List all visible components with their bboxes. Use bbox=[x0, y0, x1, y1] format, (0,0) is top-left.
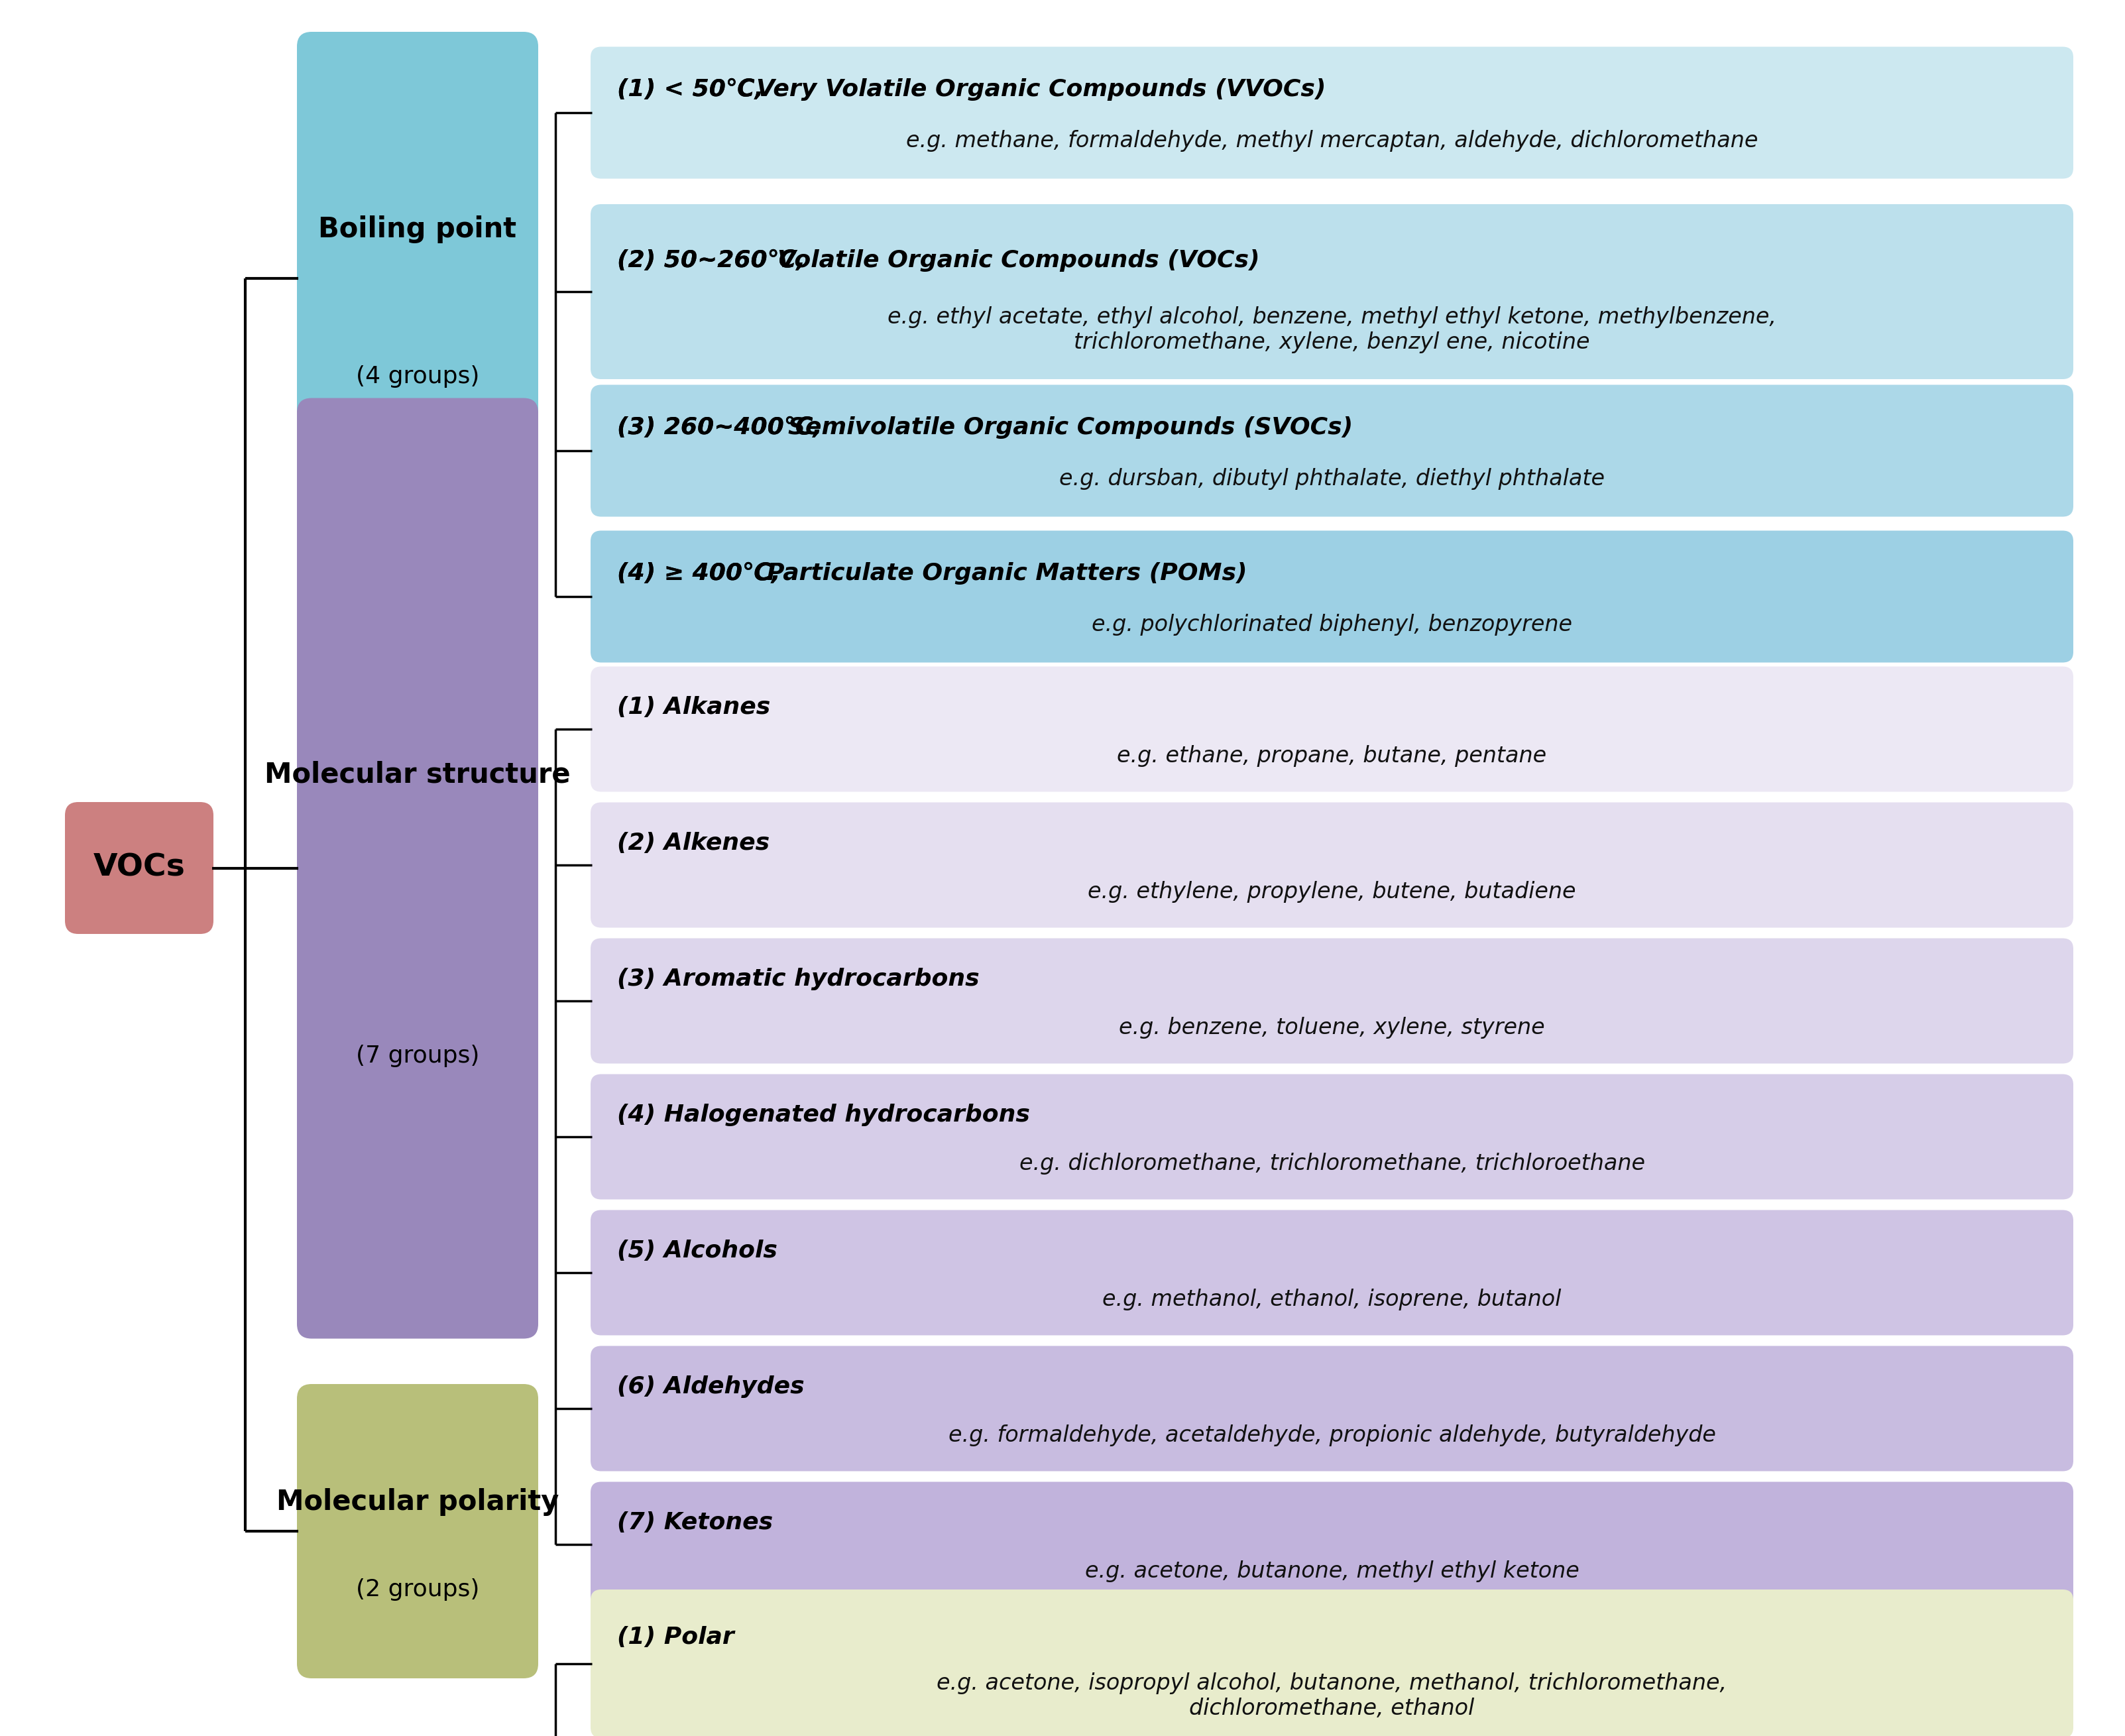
Text: e.g. acetone, butanone, methyl ethyl ketone: e.g. acetone, butanone, methyl ethyl ket… bbox=[1084, 1561, 1579, 1581]
FancyBboxPatch shape bbox=[591, 1345, 2074, 1470]
FancyBboxPatch shape bbox=[298, 1384, 538, 1679]
Text: Boiling point: Boiling point bbox=[319, 215, 516, 243]
FancyBboxPatch shape bbox=[591, 1075, 2074, 1200]
Text: (3) 260~400℃,   Semivolatile Organic Compounds (SVOCs): (3) 260~400℃, Semivolatile Organic Compo… bbox=[616, 417, 1411, 439]
Text: e.g. ethyl acetate, ethyl alcohol, benzene, methyl ethyl ketone, methylbenzene,
: e.g. ethyl acetate, ethyl alcohol, benze… bbox=[888, 306, 1776, 352]
Text: (7) Ketones: (7) Ketones bbox=[616, 1510, 774, 1533]
Text: Very Volatile Organic Compounds (VVOCs): Very Volatile Organic Compounds (VVOCs) bbox=[756, 78, 1326, 101]
Text: (3) Aromatic hydrocarbons: (3) Aromatic hydrocarbons bbox=[616, 967, 980, 990]
FancyBboxPatch shape bbox=[591, 802, 2074, 927]
FancyBboxPatch shape bbox=[591, 205, 2074, 378]
FancyBboxPatch shape bbox=[591, 937, 2074, 1064]
Text: (4) ≥ 400℃,: (4) ≥ 400℃, bbox=[616, 562, 805, 585]
Text: (6) Aldehydes: (6) Aldehydes bbox=[616, 1375, 805, 1397]
Text: (1) < 50℃,: (1) < 50℃, bbox=[616, 78, 788, 101]
Text: Volatile Organic Compounds (VOCs): Volatile Organic Compounds (VOCs) bbox=[778, 250, 1260, 273]
FancyBboxPatch shape bbox=[591, 531, 2074, 663]
Text: e.g. formaldehyde, acetaldehyde, propionic aldehyde, butyraldehyde: e.g. formaldehyde, acetaldehyde, propion… bbox=[948, 1425, 1715, 1446]
FancyBboxPatch shape bbox=[298, 31, 538, 524]
Text: (1) Polar: (1) Polar bbox=[616, 1627, 735, 1649]
Text: (1) < 50℃,: (1) < 50℃, bbox=[616, 78, 788, 101]
Text: (4) Halogenated hydrocarbons: (4) Halogenated hydrocarbons bbox=[616, 1104, 1031, 1127]
Text: (2) 50~260℃,: (2) 50~260℃, bbox=[616, 250, 831, 273]
Text: VOCs: VOCs bbox=[94, 852, 185, 884]
Text: (4) ≥ 400℃,: (4) ≥ 400℃, bbox=[616, 562, 805, 585]
FancyBboxPatch shape bbox=[591, 1210, 2074, 1335]
Text: (2) 50~260℃,   Volatile Organic Compounds (VOCs): (2) 50~260℃, Volatile Organic Compounds … bbox=[616, 250, 1313, 273]
Text: (2) 50~260℃,: (2) 50~260℃, bbox=[616, 250, 831, 273]
Text: e.g. dursban, dibutyl phthalate, diethyl phthalate: e.g. dursban, dibutyl phthalate, diethyl… bbox=[1058, 469, 1604, 490]
Text: (1) < 50℃,   Very Volatile Organic Compounds (VVOCs): (1) < 50℃, Very Volatile Organic Compoun… bbox=[616, 78, 1358, 101]
Text: (7 groups): (7 groups) bbox=[355, 1045, 480, 1068]
Text: (1) Alkanes: (1) Alkanes bbox=[616, 696, 771, 719]
FancyBboxPatch shape bbox=[591, 1483, 2074, 1608]
Text: Molecular structure: Molecular structure bbox=[266, 760, 572, 788]
Text: (2) Alkenes: (2) Alkenes bbox=[616, 832, 769, 854]
Text: (5) Alcohols: (5) Alcohols bbox=[616, 1240, 778, 1262]
Text: (4 groups): (4 groups) bbox=[355, 365, 480, 387]
Text: e.g. ethane, propane, butane, pentane: e.g. ethane, propane, butane, pentane bbox=[1118, 745, 1547, 767]
Text: Semivolatile Organic Compounds (SVOCs): Semivolatile Organic Compounds (SVOCs) bbox=[788, 417, 1354, 439]
FancyBboxPatch shape bbox=[66, 802, 213, 934]
Text: e.g. acetone, isopropyl alcohol, butanone, methanol, trichloromethane,
dichlorom: e.g. acetone, isopropyl alcohol, butanon… bbox=[937, 1672, 1728, 1719]
Text: (2 groups): (2 groups) bbox=[355, 1578, 480, 1601]
Text: e.g. ethylene, propylene, butene, butadiene: e.g. ethylene, propylene, butene, butadi… bbox=[1088, 882, 1577, 903]
Text: (3) 260~400℃,: (3) 260~400℃, bbox=[616, 417, 848, 439]
Text: e.g. methanol, ethanol, isoprene, butanol: e.g. methanol, ethanol, isoprene, butano… bbox=[1103, 1288, 1562, 1311]
Text: e.g. methane, formaldehyde, methyl mercaptan, aldehyde, dichloromethane: e.g. methane, formaldehyde, methyl merca… bbox=[905, 130, 1757, 153]
Text: e.g. dichloromethane, trichloromethane, trichloroethane: e.g. dichloromethane, trichloromethane, … bbox=[1020, 1153, 1645, 1175]
Text: e.g. benzene, toluene, xylene, styrene: e.g. benzene, toluene, xylene, styrene bbox=[1120, 1017, 1545, 1038]
FancyBboxPatch shape bbox=[298, 398, 538, 1338]
Text: Molecular polarity: Molecular polarity bbox=[276, 1488, 559, 1516]
Text: Particulate Organic Matters (POMs): Particulate Organic Matters (POMs) bbox=[767, 562, 1247, 585]
Text: (3) 260~400℃,: (3) 260~400℃, bbox=[616, 417, 848, 439]
FancyBboxPatch shape bbox=[591, 1590, 2074, 1736]
FancyBboxPatch shape bbox=[591, 47, 2074, 179]
Text: (4) ≥ 400℃,   Particulate Organic Matters (POMs): (4) ≥ 400℃, Particulate Organic Matters … bbox=[616, 562, 1286, 585]
FancyBboxPatch shape bbox=[591, 667, 2074, 792]
FancyBboxPatch shape bbox=[591, 385, 2074, 517]
Text: e.g. polychlorinated biphenyl, benzopyrene: e.g. polychlorinated biphenyl, benzopyre… bbox=[1092, 615, 1572, 635]
